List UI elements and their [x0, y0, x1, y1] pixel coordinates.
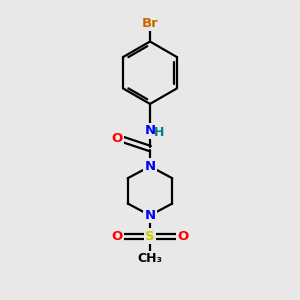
Text: O: O [111, 230, 122, 243]
Text: N: N [144, 209, 156, 222]
Text: H: H [154, 126, 165, 139]
Text: N: N [144, 124, 156, 137]
Text: O: O [111, 132, 122, 145]
Text: N: N [144, 160, 156, 173]
Text: S: S [145, 230, 155, 243]
Text: Br: Br [142, 16, 158, 30]
Text: O: O [178, 230, 189, 243]
Text: CH₃: CH₃ [137, 252, 163, 265]
